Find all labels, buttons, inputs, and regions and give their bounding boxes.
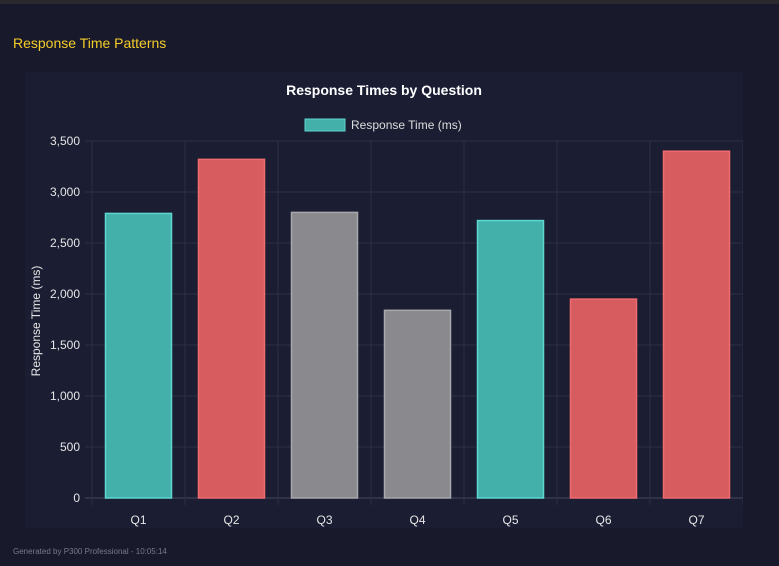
y-tick-label: 2,500: [50, 236, 80, 250]
bar-q5: [476, 219, 545, 499]
y-tick-label: 2,000: [50, 287, 80, 301]
section-heading: Response Time Patterns: [13, 35, 167, 51]
chart-panel: Response Times by Question Response Time…: [25, 72, 744, 528]
y-tick-label: 3,500: [50, 134, 80, 148]
y-tick-label: 1,500: [50, 338, 80, 352]
y-axis-label: Response Time (ms): [29, 266, 43, 377]
chart-title: Response Times by Question: [286, 82, 482, 98]
window-top-bar: [0, 0, 779, 4]
bar-q4: [383, 309, 452, 499]
x-tick-label: Q4: [409, 513, 425, 527]
x-tick-label: Q2: [223, 513, 239, 527]
bar-q3: [290, 211, 359, 499]
y-tick-label: 3,000: [50, 185, 80, 199]
x-tick-label: Q3: [316, 513, 332, 527]
bar-chart: Response Times by Question Response Time…: [29, 82, 744, 527]
legend-label: Response Time (ms): [351, 118, 462, 132]
bar-q2: [197, 158, 266, 499]
y-tick-label: 0: [73, 491, 80, 505]
x-tick-label: Q1: [130, 513, 146, 527]
y-tick-label: 500: [60, 440, 80, 454]
bar-q7: [662, 150, 731, 499]
bar-q6: [569, 298, 638, 499]
y-tick-label: 1,000: [50, 389, 80, 403]
bar-q1: [104, 212, 173, 499]
x-tick-label: Q5: [502, 513, 518, 527]
x-tick-label: Q7: [688, 513, 704, 527]
x-tick-label: Q6: [595, 513, 611, 527]
footer-text: Generated by P300 Professional - 10:05:1…: [13, 547, 167, 556]
legend-swatch[interactable]: [304, 118, 346, 132]
